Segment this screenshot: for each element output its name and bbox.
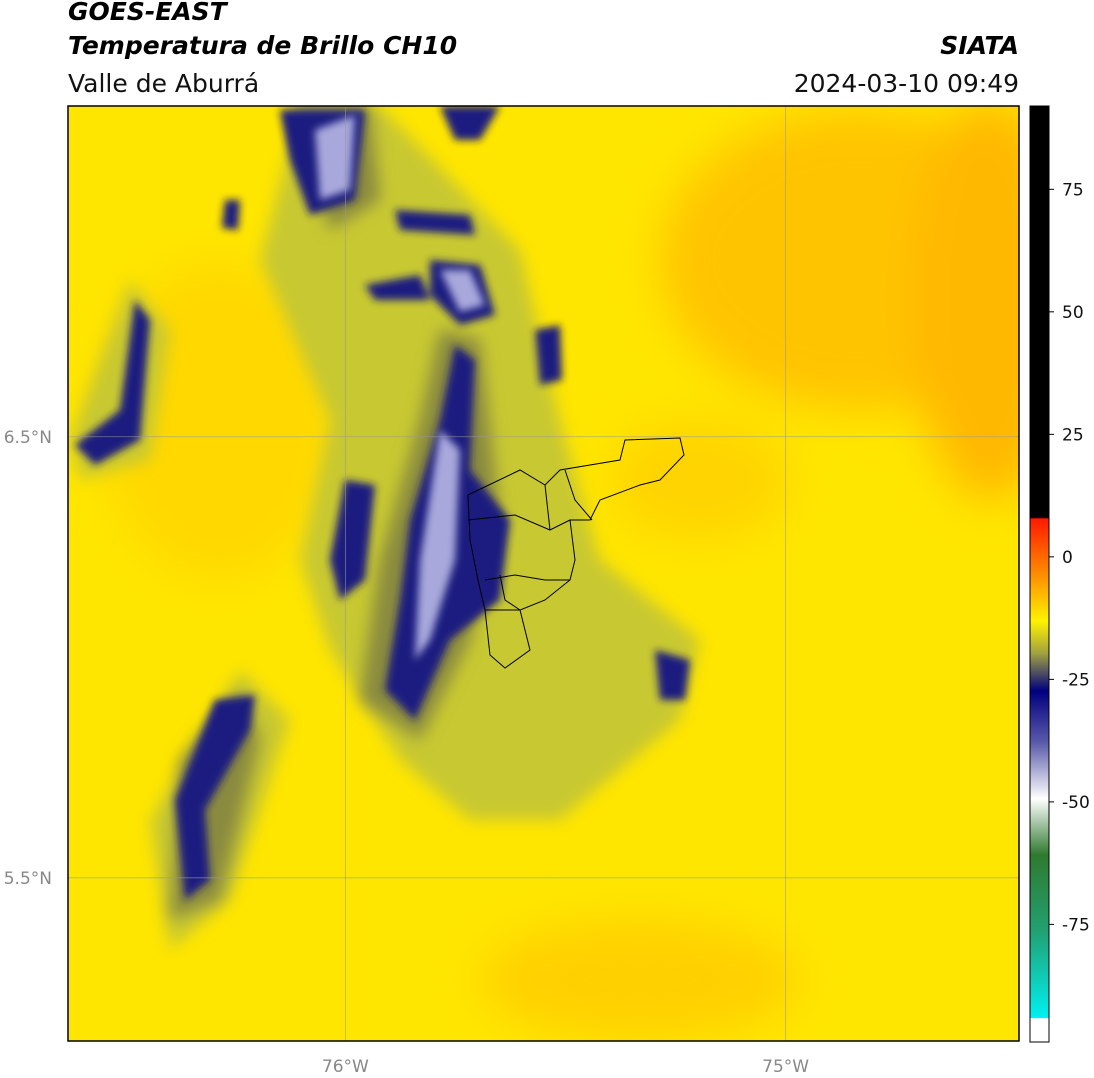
x-tick-label: 76°W xyxy=(322,1057,369,1077)
colorbar-tick-label: 75 xyxy=(1062,180,1084,200)
product-title: Temperatura de Brillo CH10 xyxy=(68,31,457,60)
datetime: 2024-03-10 09:49 xyxy=(794,69,1019,98)
y-tick-label: 6.5°N xyxy=(4,428,52,448)
map-frame xyxy=(67,105,1020,1042)
colorbar-tick-label: -25 xyxy=(1062,670,1090,690)
municipal-boundaries xyxy=(467,437,685,669)
region-subtitle: Valle de Aburrá xyxy=(68,69,259,98)
colorbar-tick-label: -50 xyxy=(1062,793,1090,813)
agency-title: SIATA xyxy=(940,31,1019,60)
y-tick-label: 5.5°N xyxy=(4,869,52,889)
colorbar-tick-label: 0 xyxy=(1062,548,1073,568)
source-title: GOES-EAST xyxy=(68,0,229,26)
x-tick-label: 75°W xyxy=(762,1057,809,1077)
graticule xyxy=(68,106,1019,1041)
colorbar-tick-label: 50 xyxy=(1062,303,1084,323)
colorbar-tick-label: 25 xyxy=(1062,425,1084,445)
colorbar xyxy=(1029,105,1050,1043)
map-field xyxy=(68,106,1019,1041)
colorbar-tick-label: -75 xyxy=(1062,915,1090,935)
